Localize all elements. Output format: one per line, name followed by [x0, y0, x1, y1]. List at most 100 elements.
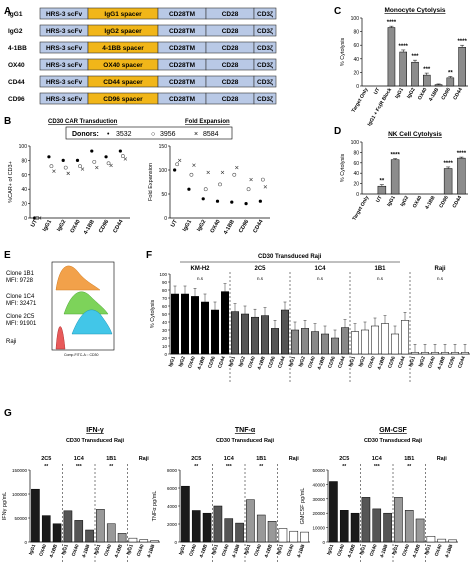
- bar: [281, 309, 289, 355]
- x-tick-label: IgG1: [93, 543, 102, 555]
- panel-label-f: F: [146, 250, 152, 261]
- y-axis-title: TNFα pg/mL: [152, 491, 158, 522]
- data-point: [189, 172, 194, 177]
- y-tick-label: 0: [356, 192, 359, 198]
- y-tick-label: 100000: [12, 492, 28, 497]
- transduction-title: CD30 CAR Transduction: [48, 119, 118, 125]
- hist-1c4: [63, 291, 109, 315]
- bar: [411, 352, 419, 355]
- x-tick-label: IgG2: [56, 219, 67, 233]
- bar: [246, 499, 255, 543]
- x-tick-label: OX40: [401, 543, 411, 557]
- bar: [350, 512, 360, 543]
- x-tick-label: 4-1BB: [81, 543, 92, 559]
- y-tick-label: 60: [21, 173, 27, 179]
- flow-xaxis-label: Comp-FITC-A :: CD30: [64, 353, 98, 357]
- x-tick-label: CD96: [327, 355, 337, 369]
- ns-label: n.s: [437, 276, 444, 281]
- group-label: Raji: [434, 266, 445, 272]
- x-tick-label: 4-1BB: [231, 543, 242, 559]
- cytokine-subtitle: CD30 Transduced Raji: [364, 438, 423, 444]
- group-label: 1C4: [74, 456, 85, 462]
- x-tick-label: 4-1BB: [436, 355, 447, 371]
- y-axis-title: IFNγ pg/mL: [2, 492, 8, 520]
- data-point: [244, 202, 248, 206]
- y-tick-label: 10: [162, 344, 168, 349]
- cd28-label: CD28: [222, 28, 239, 35]
- construct-name: CD44: [8, 79, 25, 86]
- bar: [171, 293, 179, 355]
- bar: [96, 509, 105, 543]
- bar: [381, 323, 389, 355]
- clone-1c4-label: Clone 1C4: [6, 294, 35, 300]
- significance-label: **: [407, 464, 411, 470]
- y-tick-label: 40: [21, 187, 27, 193]
- cd3-label: CD3ζ: [257, 96, 273, 103]
- x-tick-label: CD96: [98, 219, 110, 234]
- significance-label: ***: [423, 67, 431, 73]
- x-tick-label: CD44: [112, 218, 125, 234]
- y-tick-label: 0: [322, 540, 325, 545]
- bar: [52, 523, 62, 543]
- x-tick-label: IgG1: [326, 543, 335, 555]
- x-tick-label: UT: [373, 87, 382, 96]
- x-tick-label: CD96: [267, 355, 277, 369]
- group-label: Raji: [437, 456, 448, 462]
- bar: [321, 333, 329, 355]
- x-tick-label: IgG2: [178, 355, 187, 367]
- spacer-label: IgG2 spacer: [104, 28, 142, 35]
- y-tick-label: 60: [353, 161, 359, 167]
- bar: [422, 74, 431, 87]
- tm-label: CD28TM: [169, 62, 195, 69]
- data-point: [78, 164, 82, 169]
- x-tick-label: OX40: [247, 355, 257, 369]
- x-tick-label: CD96: [440, 87, 452, 101]
- hist-raji: [55, 326, 66, 350]
- x-tick-label: 4-1BB: [376, 355, 387, 371]
- bar: [361, 329, 369, 355]
- construct-name: OX40: [8, 62, 25, 69]
- cd3-label: CD3ζ: [257, 62, 273, 69]
- y-tick-label: 0: [356, 84, 359, 90]
- bar: [191, 510, 201, 543]
- x-tick-label: OX40: [336, 543, 346, 557]
- bar: [457, 157, 466, 195]
- cd28-label: CD28: [222, 11, 239, 18]
- x-tick-label: IgG2: [196, 219, 207, 233]
- data-point: [90, 149, 94, 153]
- bar: [387, 27, 396, 87]
- y-tick-label: 40: [353, 171, 359, 177]
- x-tick-label: IgG1: [28, 543, 37, 555]
- bar: [85, 529, 94, 543]
- y-tick-label: 60: [162, 304, 168, 309]
- bar: [329, 481, 338, 543]
- x-tick-label: OX40: [307, 355, 317, 369]
- data-point: [92, 159, 97, 164]
- significance-label: ***: [76, 464, 82, 470]
- x-tick-label: OX40: [69, 219, 81, 234]
- data-point: [206, 170, 210, 175]
- x-tick-label: 4-1BB: [428, 87, 441, 103]
- bar: [211, 309, 219, 355]
- significance-label: ****: [399, 44, 409, 50]
- cd28-label: CD28: [222, 45, 239, 52]
- y-tick-label: 10000: [312, 526, 325, 531]
- scfv-label: HRS-3 scFv: [46, 11, 83, 18]
- x-tick-label: IgG1: [178, 543, 187, 555]
- expansion-title: Fold Expansion: [185, 119, 230, 125]
- bar: [371, 325, 379, 355]
- panel-label-a: A: [4, 6, 11, 17]
- bar: [117, 533, 127, 543]
- data-point: [201, 197, 205, 201]
- y-axis-title: %CAR+ of CD3+: [8, 161, 14, 203]
- y-tick-label: 4000: [167, 504, 178, 509]
- x-tick-label: 4-1BB: [296, 543, 307, 559]
- data-point: [47, 155, 51, 159]
- x-tick-label: CD44: [457, 355, 467, 369]
- y-tick-label: 20: [353, 70, 359, 76]
- spacer-label: 4-1BB spacer: [102, 45, 144, 52]
- x-tick-label: CD96: [447, 355, 457, 369]
- scfv-label: HRS-3 scFv: [46, 45, 83, 52]
- x-tick-label: 4-1BB: [424, 195, 437, 211]
